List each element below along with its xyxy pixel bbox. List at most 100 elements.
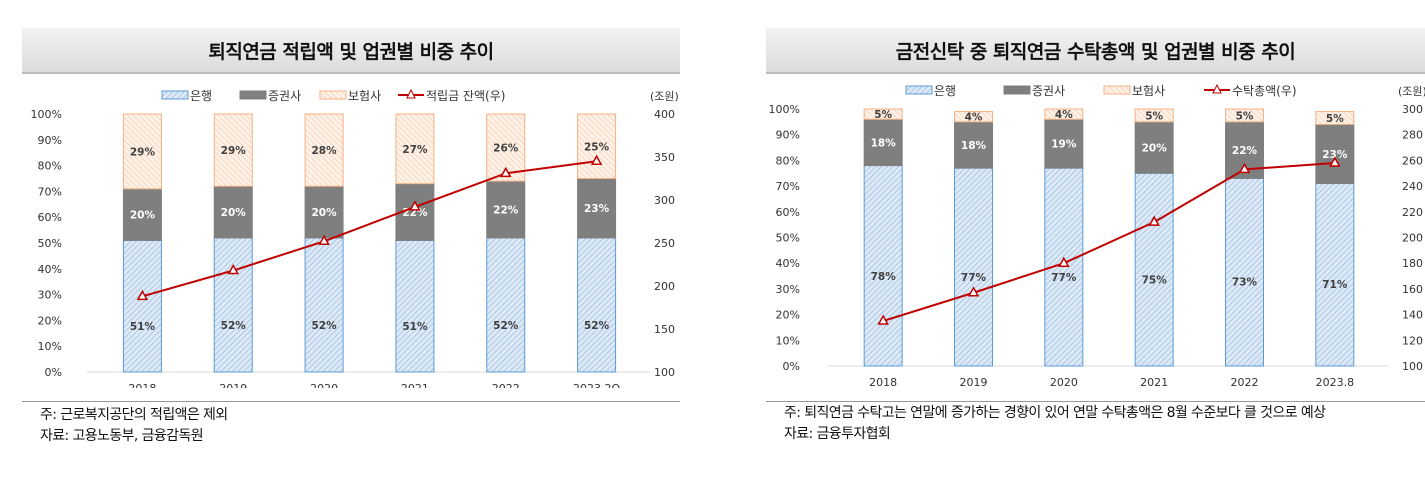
y-tick-label: 90% [38, 134, 62, 147]
data-label: 77% [961, 272, 987, 284]
data-label: 28% [312, 145, 338, 157]
data-label: 52% [312, 320, 338, 332]
bar-segment-securities [1315, 123, 1355, 185]
x-tick-label: 2023.8 [1316, 376, 1355, 388]
y-tick-label: 60% [38, 211, 62, 224]
chart-title: 금전신탁 중 퇴직연금 수탁총액 및 업권별 비중 추이 [766, 28, 1425, 74]
legend-label: 적립금 잔액(우) [426, 89, 505, 103]
x-tick-label: 2020 [310, 382, 338, 388]
line-marker [1058, 256, 1070, 267]
data-label: 22% [493, 204, 519, 216]
legend-swatch [1103, 85, 1131, 95]
line-marker [499, 166, 512, 178]
bar-segment-bank [1134, 172, 1174, 367]
chart-right: 0% 10% 20% 30% 40% 50% 60% 70% 80% 90% 100% 100 120 1… [769, 83, 1425, 388]
y-tick-label: 100% [769, 103, 800, 116]
line-marker [590, 154, 603, 166]
data-label: 52% [584, 320, 610, 332]
legend-swatch [161, 90, 189, 100]
chart-title: 퇴직연금 적립액 및 업권별 비중 추이 [22, 28, 680, 74]
y-tick-label: 90% [776, 129, 800, 142]
footnote: 주: 근로복지공단의 적립액은 제외 [40, 407, 228, 423]
legend-label: 증권사 [1032, 84, 1065, 98]
bar-segment-securities [486, 180, 526, 239]
bar-segment-insurance [1315, 111, 1355, 125]
y-tick-label: 40% [38, 263, 62, 276]
data-label: 5% [1236, 110, 1254, 122]
x-tick-label: 2023 2Q [573, 382, 620, 388]
footnote: 주: 퇴직연금 수탁고는 연말에 증가하는 경향이 있어 연말 수탁총액은 8월… [784, 405, 1326, 421]
x-tick-label: 2021 [1140, 376, 1168, 388]
legend-label: 은행 [934, 83, 956, 98]
x-tick-label: 2019 [960, 376, 988, 388]
bar-segment-bank [122, 239, 162, 373]
bar-segment-insurance [1225, 108, 1264, 123]
data-label: 75% [1142, 274, 1168, 286]
data-label: 26% [493, 143, 519, 155]
legend-swatch [1003, 85, 1031, 95]
data-label: 73% [1232, 277, 1258, 289]
data-label: 29% [130, 146, 156, 158]
bar-segment-bank [863, 165, 903, 367]
bar-segment-insurance [1134, 108, 1174, 123]
y-tick-label: 70% [776, 180, 800, 193]
y2-tick-label: 200 [654, 280, 675, 293]
line-marker [318, 234, 330, 246]
y2-tick-label: 220 [1402, 206, 1423, 219]
bar-segment-bank [304, 237, 344, 373]
data-label: 20% [1142, 143, 1168, 155]
bar-segment-securities [122, 188, 162, 241]
legend-label: 은행 [190, 88, 212, 103]
y2-tick-label: 280 [1402, 129, 1423, 142]
bar-segment-securities [1134, 121, 1174, 174]
bar-segment-insurance [1044, 108, 1084, 120]
bar-segment-insurance [577, 113, 617, 179]
y2-tick-label: 140 [1402, 309, 1423, 322]
y-tick-label: 70% [38, 185, 62, 198]
bar-segment-bank [1315, 183, 1355, 367]
data-label: 5% [1145, 110, 1163, 122]
y-tick-label: 40% [776, 257, 800, 270]
data-label: 52% [221, 320, 247, 332]
y-tick-label: 30% [38, 289, 62, 302]
y-tick-label: 10% [776, 334, 800, 347]
legend-label: 보험사 [348, 89, 381, 103]
y2-tick-label: 240 [1402, 180, 1423, 193]
y2-tick-label: 100 [654, 366, 675, 379]
legend-swatch [319, 90, 347, 100]
y2-tick-label: 200 [1402, 232, 1423, 245]
y-tick-label: 50% [38, 237, 62, 250]
line-marker [409, 200, 421, 211]
y2-tick-label: 180 [1402, 257, 1423, 270]
divider [766, 401, 1425, 402]
legend-label: 보험사 [1132, 84, 1165, 98]
data-label: 23% [584, 203, 610, 215]
bar-segment-insurance [304, 113, 344, 187]
data-label: 18% [871, 137, 897, 149]
bar-segment-insurance [863, 108, 903, 120]
y2-unit-label: (조원) [1398, 85, 1425, 98]
line-marker [1238, 162, 1251, 174]
line-marker [967, 286, 980, 297]
data-label: 51% [130, 321, 156, 333]
data-label: 20% [221, 207, 247, 219]
data-label: 52% [493, 320, 519, 332]
y-tick-label: 10% [38, 340, 62, 353]
y2-unit-label: (조원) [650, 90, 679, 103]
legend-marker [1212, 83, 1222, 94]
legend-marker [406, 88, 416, 99]
y2-tick-label: 300 [1402, 103, 1423, 116]
y2-tick-label: 250 [654, 237, 675, 250]
y2-tick-label: 300 [654, 194, 675, 207]
x-tick-label: 2018 [869, 376, 897, 388]
bar-segment-insurance [213, 113, 253, 187]
bar-segment-bank [486, 237, 526, 373]
legend-label: 수탁총액(우) [1232, 84, 1297, 98]
y2-tick-label: 120 [1402, 334, 1423, 347]
source-note: 자료: 금융투자협회 [784, 426, 891, 442]
data-label: 23% [1322, 149, 1348, 161]
bar-segment-bank [213, 237, 253, 373]
legend-swatch [905, 85, 933, 95]
data-label: 29% [221, 145, 247, 157]
line-marker [227, 263, 240, 275]
